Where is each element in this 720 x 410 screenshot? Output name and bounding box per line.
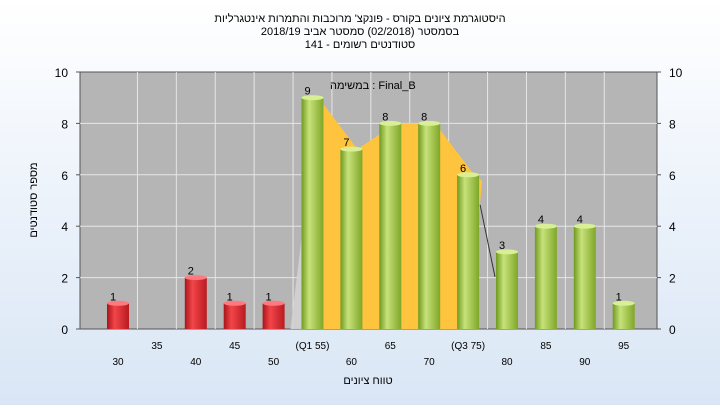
bar xyxy=(457,174,480,329)
bar-value-label: 8 xyxy=(421,111,427,123)
bar xyxy=(534,226,557,329)
axes: 0 0 2 2 4 4 6 6 8 8 10 10 30 35 40 45 50 (Q1 55) 60 65 70 (Q3… xyxy=(55,66,683,368)
bar-value-label: 1 xyxy=(616,291,622,303)
y-tick-label-left: 10 xyxy=(55,66,69,80)
bar-value-label: 6 xyxy=(460,163,466,175)
bar-cap xyxy=(534,223,557,229)
bar-cap xyxy=(301,95,324,101)
x-tick-label: 95 xyxy=(618,341,630,352)
bar-value-label: 3 xyxy=(499,240,505,252)
bar-cap xyxy=(418,120,441,126)
x-tick-label: 60 xyxy=(346,357,358,368)
bar-cap xyxy=(340,146,363,152)
bar xyxy=(262,303,285,329)
bar-value-label: 8 xyxy=(382,111,388,123)
bar xyxy=(418,123,441,330)
x-tick-label: 40 xyxy=(190,357,202,368)
bar-value-label: 1 xyxy=(227,291,233,303)
bar xyxy=(379,123,402,330)
bar-value-label: 4 xyxy=(577,214,583,226)
bar-cap xyxy=(612,300,635,306)
bar xyxy=(612,303,635,329)
x-tick-label: 80 xyxy=(501,357,513,368)
bar xyxy=(496,251,518,329)
title-line-3: סטודנטים רשומים - 141 xyxy=(305,39,416,51)
bars xyxy=(107,95,635,330)
y-tick-label-right: 8 xyxy=(669,117,676,131)
bar-cap xyxy=(379,120,402,126)
x-axis-title: טווח ציונים xyxy=(343,375,392,387)
x-tick-label: 35 xyxy=(151,341,163,352)
bar-value-label: 2 xyxy=(188,266,194,278)
y-tick-label-left: 0 xyxy=(61,323,68,337)
y-tick-label-right: 6 xyxy=(669,169,676,183)
x-tick-label: (Q1 55) xyxy=(296,341,330,352)
bar-value-label: 7 xyxy=(343,137,349,149)
title-line-1: היסטוגרמת ציונים בקורס - פונקצ' מרוכבות … xyxy=(214,12,505,25)
y-tick-label-right: 4 xyxy=(669,220,676,234)
bar xyxy=(184,277,207,329)
bar-value-label: 9 xyxy=(304,86,310,98)
y-tick-label-right: 0 xyxy=(669,323,676,337)
bar-cap xyxy=(184,275,207,281)
annotation-text: במשימה : Final_B xyxy=(330,80,416,92)
x-tick-label: 30 xyxy=(112,357,124,368)
y-tick-label-left: 8 xyxy=(61,117,68,131)
y-tick-label-left: 6 xyxy=(61,169,68,183)
bar xyxy=(107,303,129,329)
x-tick-label: 85 xyxy=(540,341,552,352)
chart-title: היסטוגרמת ציונים בקורס - פונקצ' מרוכבות … xyxy=(214,12,505,51)
bar xyxy=(301,97,324,329)
title-line-2: בסמסטר (02/2018) סמסטר אביב 2018/19 xyxy=(261,26,460,38)
bar xyxy=(223,303,246,329)
bar-cap xyxy=(223,300,246,306)
x-tick-label: 50 xyxy=(268,357,280,368)
bar xyxy=(340,149,363,329)
bar-cap xyxy=(573,223,596,229)
bar-cap xyxy=(457,172,480,178)
y-tick-label-left: 4 xyxy=(61,220,68,234)
y-tick-label-left: 2 xyxy=(61,272,68,286)
bar-value-label: 1 xyxy=(110,291,116,303)
bar-value-label: 4 xyxy=(538,214,544,226)
bar-cap xyxy=(496,249,518,255)
bar xyxy=(573,226,596,329)
x-tick-label: 65 xyxy=(385,341,397,352)
y-axis-title: מספר סטודנטים xyxy=(28,162,40,237)
x-tick-label: 70 xyxy=(424,357,436,368)
y-tick-label-right: 10 xyxy=(669,66,683,80)
bar-cap xyxy=(107,300,129,306)
iqr-trail-line xyxy=(479,204,496,278)
bar-value-label: 1 xyxy=(266,291,272,303)
x-tick-label: (Q3 75) xyxy=(451,341,485,352)
x-tick-label: 90 xyxy=(579,357,591,368)
x-tick-label: 45 xyxy=(229,341,241,352)
bar-cap xyxy=(262,300,285,306)
y-tick-label-right: 2 xyxy=(669,272,676,286)
